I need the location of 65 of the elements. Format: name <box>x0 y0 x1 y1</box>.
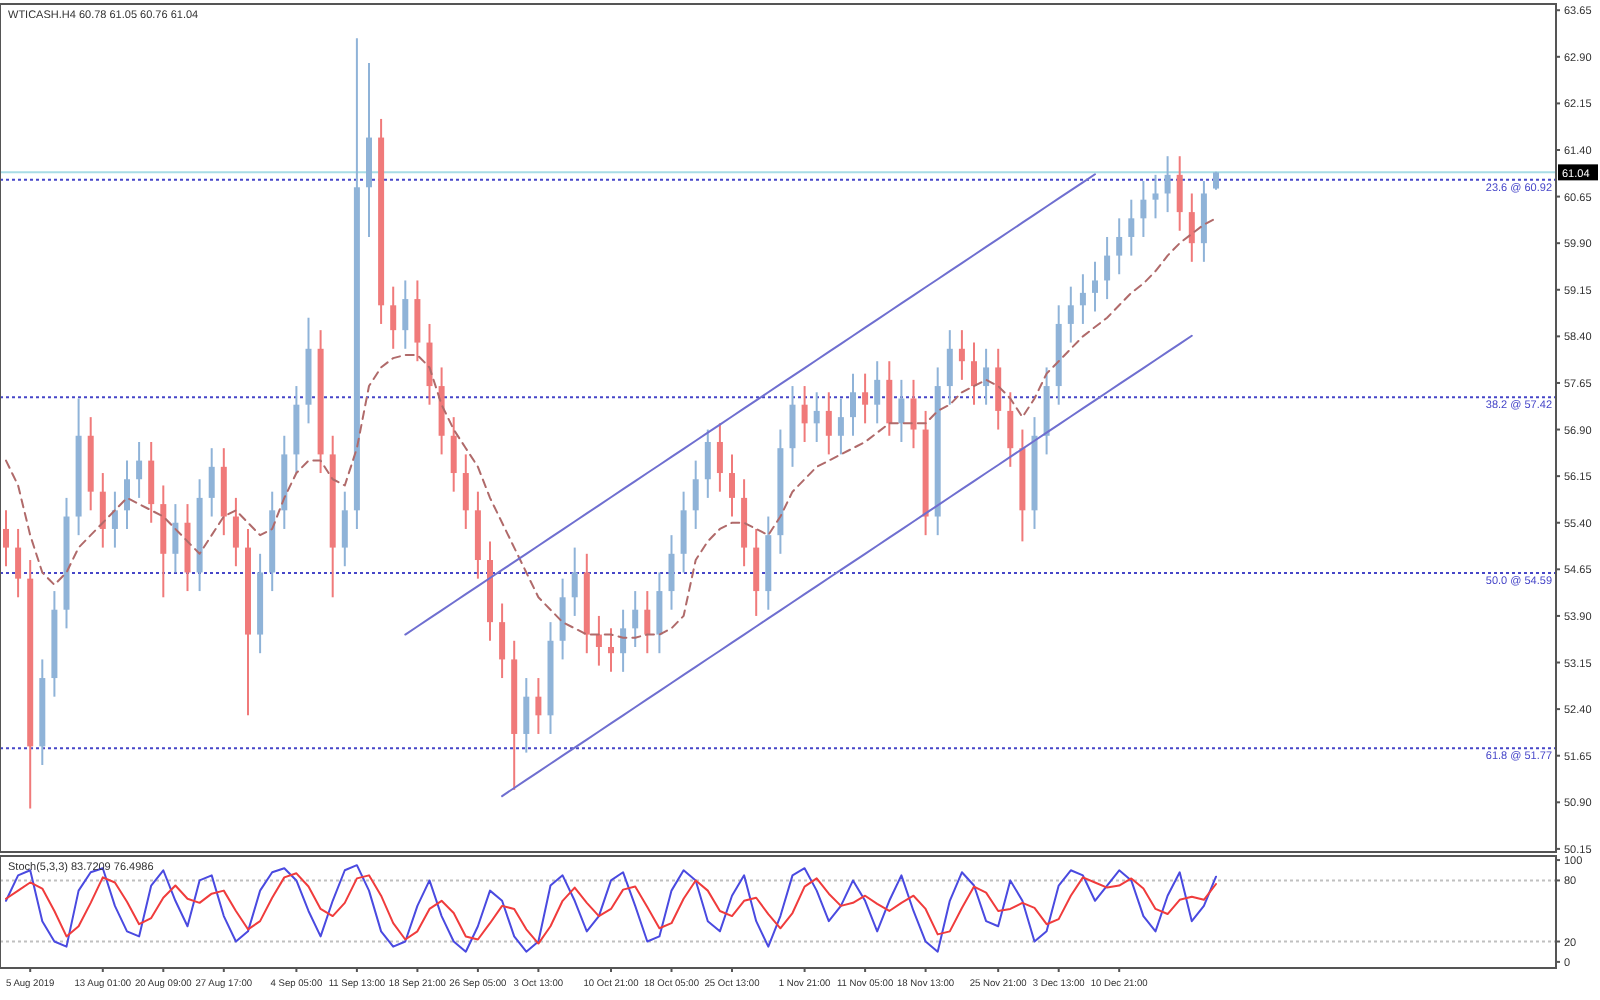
candlestick <box>620 608 627 673</box>
candlestick <box>15 527 22 599</box>
candlestick <box>862 372 869 425</box>
candlestick <box>995 347 1002 431</box>
candlestick <box>729 453 735 518</box>
candlestick <box>535 677 542 735</box>
candlestick <box>971 341 977 406</box>
candlestick <box>1128 198 1135 257</box>
candlestick <box>668 534 675 611</box>
candlestick <box>1152 173 1159 220</box>
line-series <box>501 334 1193 798</box>
candlestick <box>1176 155 1183 232</box>
candlestick <box>789 385 796 468</box>
candlestick <box>1164 155 1171 214</box>
candlestick <box>111 490 118 549</box>
candlestick <box>559 577 566 661</box>
candlestick <box>148 440 155 524</box>
candlestick <box>450 416 457 493</box>
candlestick <box>837 397 844 456</box>
candlestick <box>1140 180 1147 238</box>
candlestick <box>1007 391 1014 468</box>
candlestick <box>608 627 614 673</box>
candlestick <box>3 509 9 568</box>
candlestick <box>644 590 651 655</box>
candlestick <box>1116 217 1123 276</box>
candlestick <box>462 453 469 530</box>
candlestick <box>898 378 905 443</box>
candlestick <box>499 602 506 680</box>
candlestick <box>390 285 397 350</box>
candlestick <box>958 329 965 381</box>
line-series <box>404 173 1096 636</box>
candlestick <box>414 279 421 363</box>
candlestick <box>753 527 760 617</box>
candlestick <box>704 428 711 499</box>
candlestick <box>595 614 602 667</box>
candlestick <box>983 347 990 406</box>
candlestick <box>1188 192 1195 263</box>
candlestick <box>402 279 409 350</box>
candlestick <box>656 571 663 655</box>
candlestick <box>825 391 832 456</box>
candlestick <box>99 472 106 549</box>
candlestick <box>1092 260 1098 313</box>
candlestick <box>910 378 917 450</box>
candlestick <box>813 391 820 443</box>
candlestick <box>571 546 578 617</box>
candlestick <box>136 440 143 499</box>
candlestick <box>208 447 215 518</box>
candlestick <box>341 490 348 568</box>
candlestick <box>692 459 699 530</box>
candlestick <box>1104 235 1111 301</box>
candlestick <box>1067 285 1074 344</box>
candlestick <box>232 496 239 568</box>
candlestick <box>946 329 953 406</box>
candlestick <box>874 360 881 425</box>
candlestick <box>680 490 687 574</box>
candlestick <box>1079 273 1086 325</box>
candlestick <box>172 503 179 574</box>
candlestick <box>850 372 856 437</box>
candlestick <box>523 677 530 754</box>
candlestick <box>886 360 893 437</box>
candlestick <box>632 590 639 648</box>
candlestick <box>801 385 808 443</box>
candlestick <box>716 422 723 493</box>
candlestick <box>124 459 130 530</box>
candlestick <box>426 322 433 406</box>
